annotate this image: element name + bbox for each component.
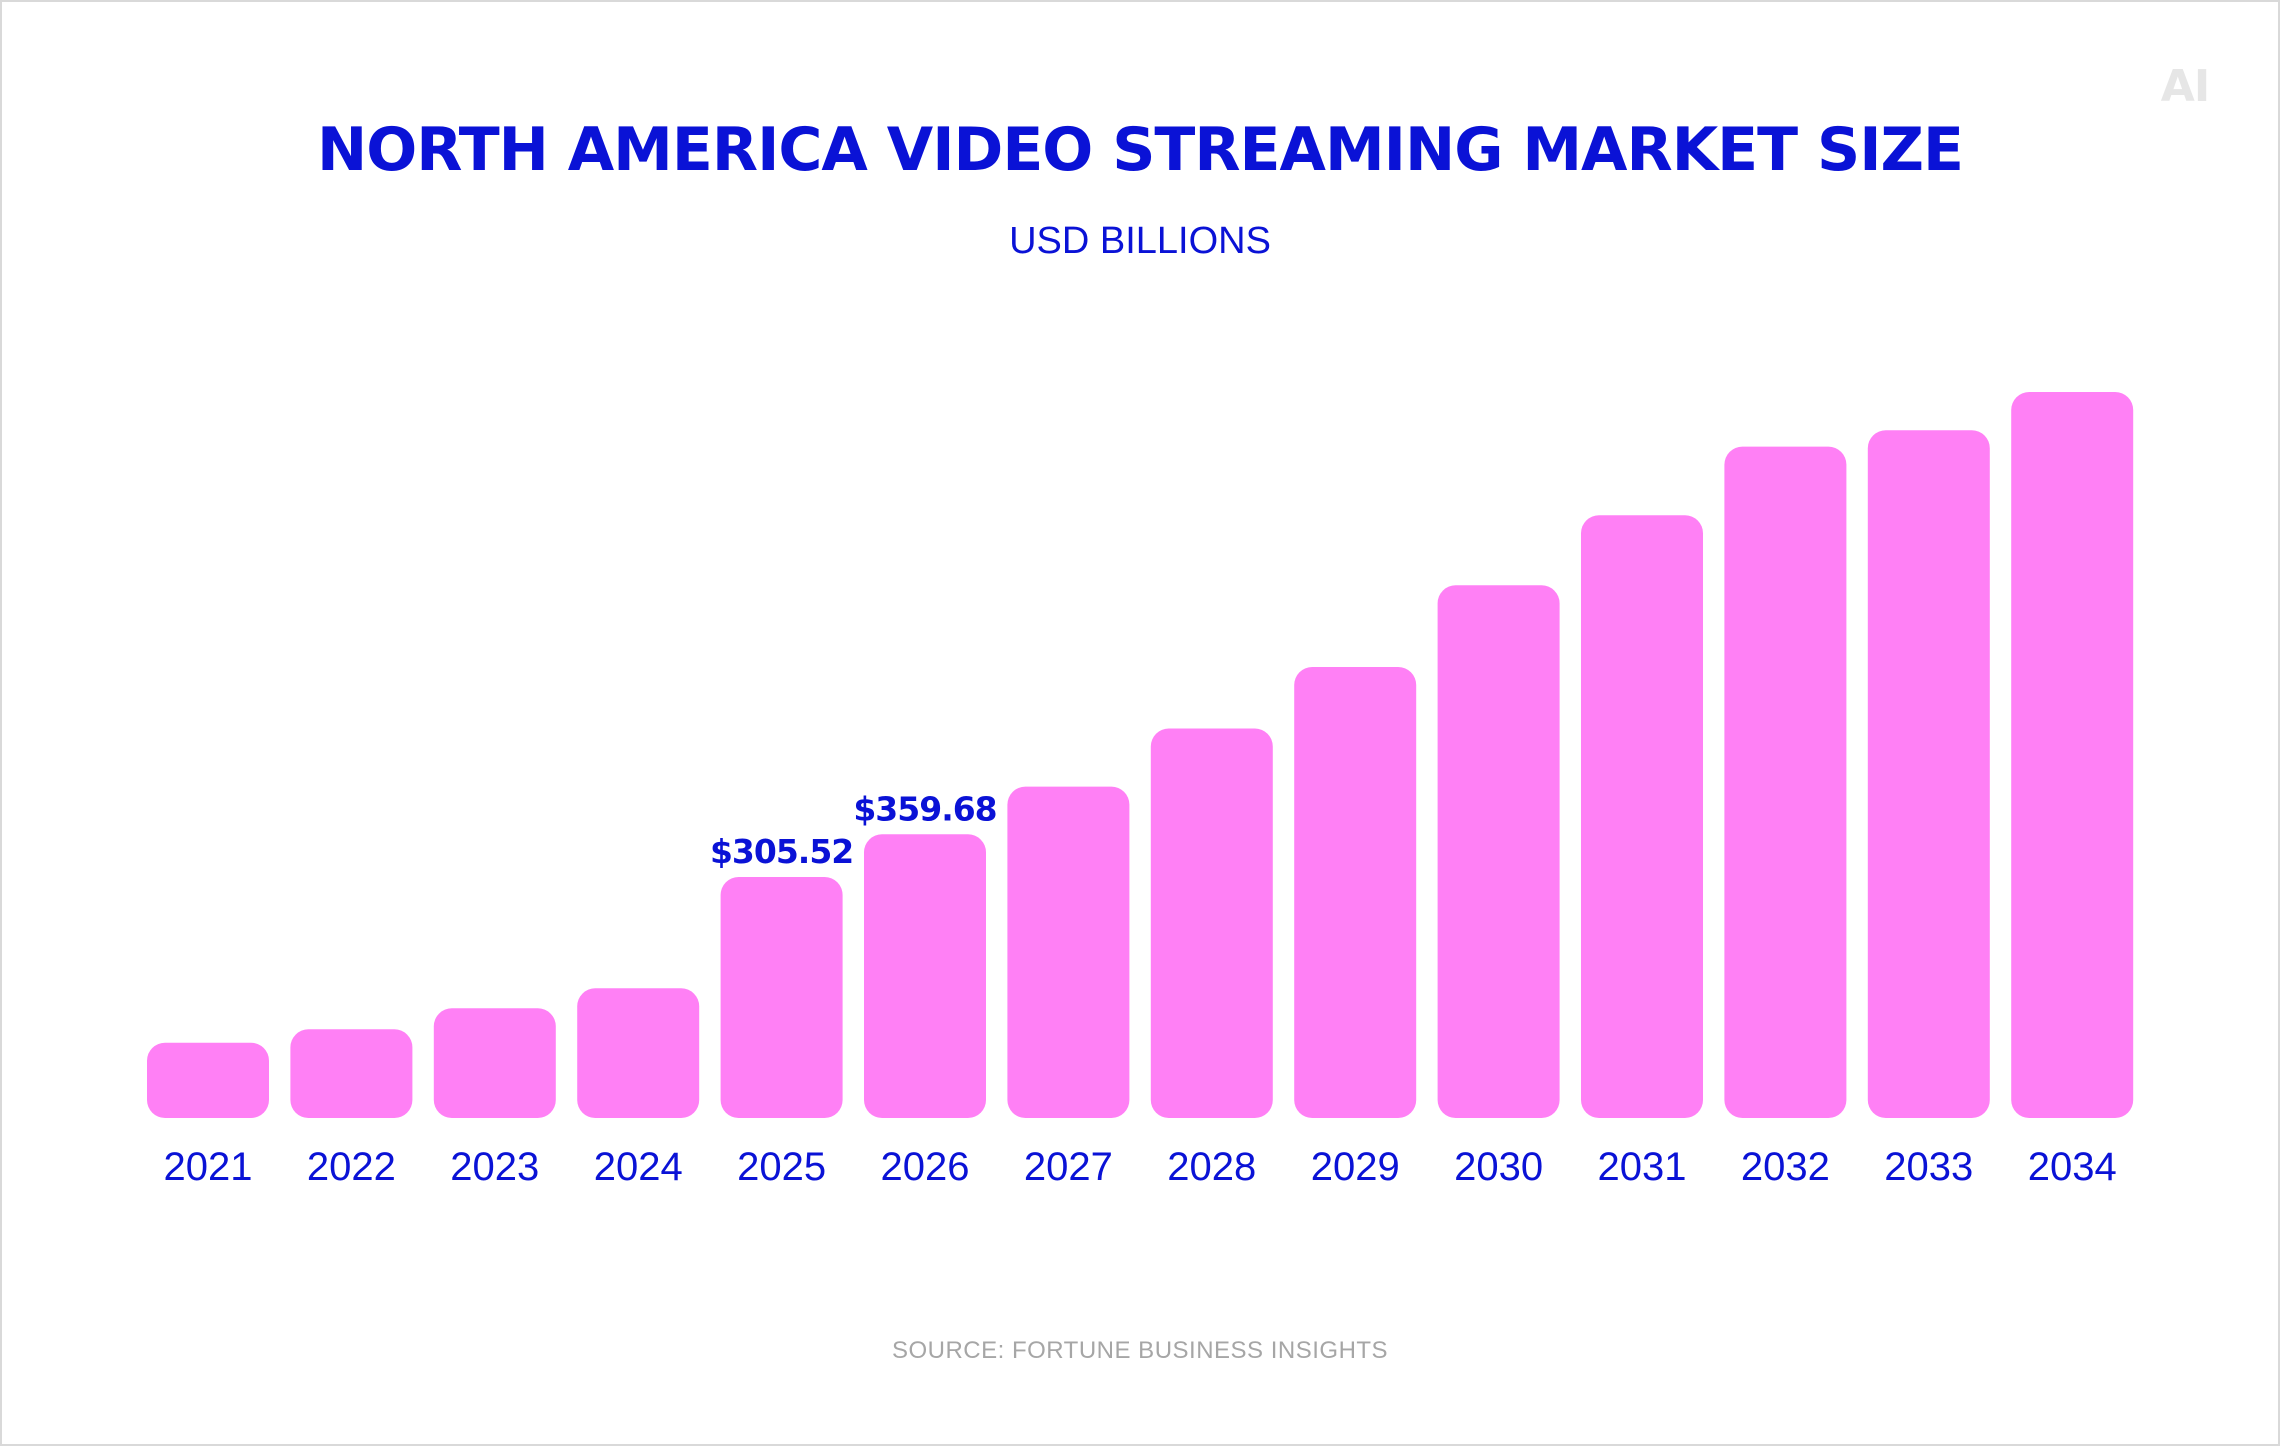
bar-2032: [1724, 446, 1847, 1119]
bar-2022: [290, 1029, 413, 1118]
bar-2028: [1150, 728, 1273, 1118]
bars-group: [147, 392, 2134, 1119]
x-tick-label-2026: 2026: [881, 1145, 970, 1189]
x-tick-labels-group: 2021 2022 2023 2024 2025 2026 2027 2028 2029 2030…: [164, 1145, 2117, 1189]
bar-2025: [720, 877, 843, 1118]
x-tick-label-2034: 2034: [2028, 1145, 2117, 1189]
data-label-2025: $305.52: [710, 832, 853, 871]
x-tick-label-2025: 2025: [737, 1145, 826, 1189]
bar-2033: [1867, 430, 1990, 1118]
x-tick-label-2023: 2023: [450, 1145, 539, 1189]
x-tick-label-2024: 2024: [594, 1145, 683, 1189]
x-tick-label-2022: 2022: [307, 1145, 396, 1189]
bar-2031: [1581, 515, 1703, 1118]
x-tick-label-2030: 2030: [1454, 1145, 1543, 1189]
x-tick-label-2031: 2031: [1598, 1145, 1687, 1189]
bar-2027: [1007, 786, 1130, 1118]
bar-2034: [2011, 392, 2134, 1118]
brand-logo: AI: [2160, 61, 2210, 112]
x-tick-label-2032: 2032: [1741, 1145, 1830, 1189]
x-tick-label-2021: 2021: [164, 1145, 253, 1189]
bar-2029: [1294, 667, 1417, 1118]
chart-title: NORTH AMERICA VIDEO STREAMING MARKET SIZ…: [316, 115, 1964, 185]
chart-subtitle: USD BILLIONS: [1009, 220, 1271, 262]
data-label-2026: $359.68: [853, 789, 996, 828]
x-tick-label-2028: 2028: [1167, 1145, 1256, 1189]
bar-2026: [864, 834, 986, 1118]
bar-2030: [1437, 585, 1560, 1118]
x-tick-label-2033: 2033: [1884, 1145, 1973, 1189]
bar-2021: [147, 1042, 269, 1118]
x-tick-label-2029: 2029: [1311, 1145, 1400, 1189]
source-note: SOURCE: FORTUNE BUSINESS INSIGHTS: [891, 1337, 1389, 1364]
bar-2023: [433, 1008, 556, 1118]
x-tick-label-2027: 2027: [1024, 1145, 1113, 1189]
bar-2024: [577, 988, 700, 1118]
value-labels-group: $305.52$359.68: [710, 789, 998, 871]
